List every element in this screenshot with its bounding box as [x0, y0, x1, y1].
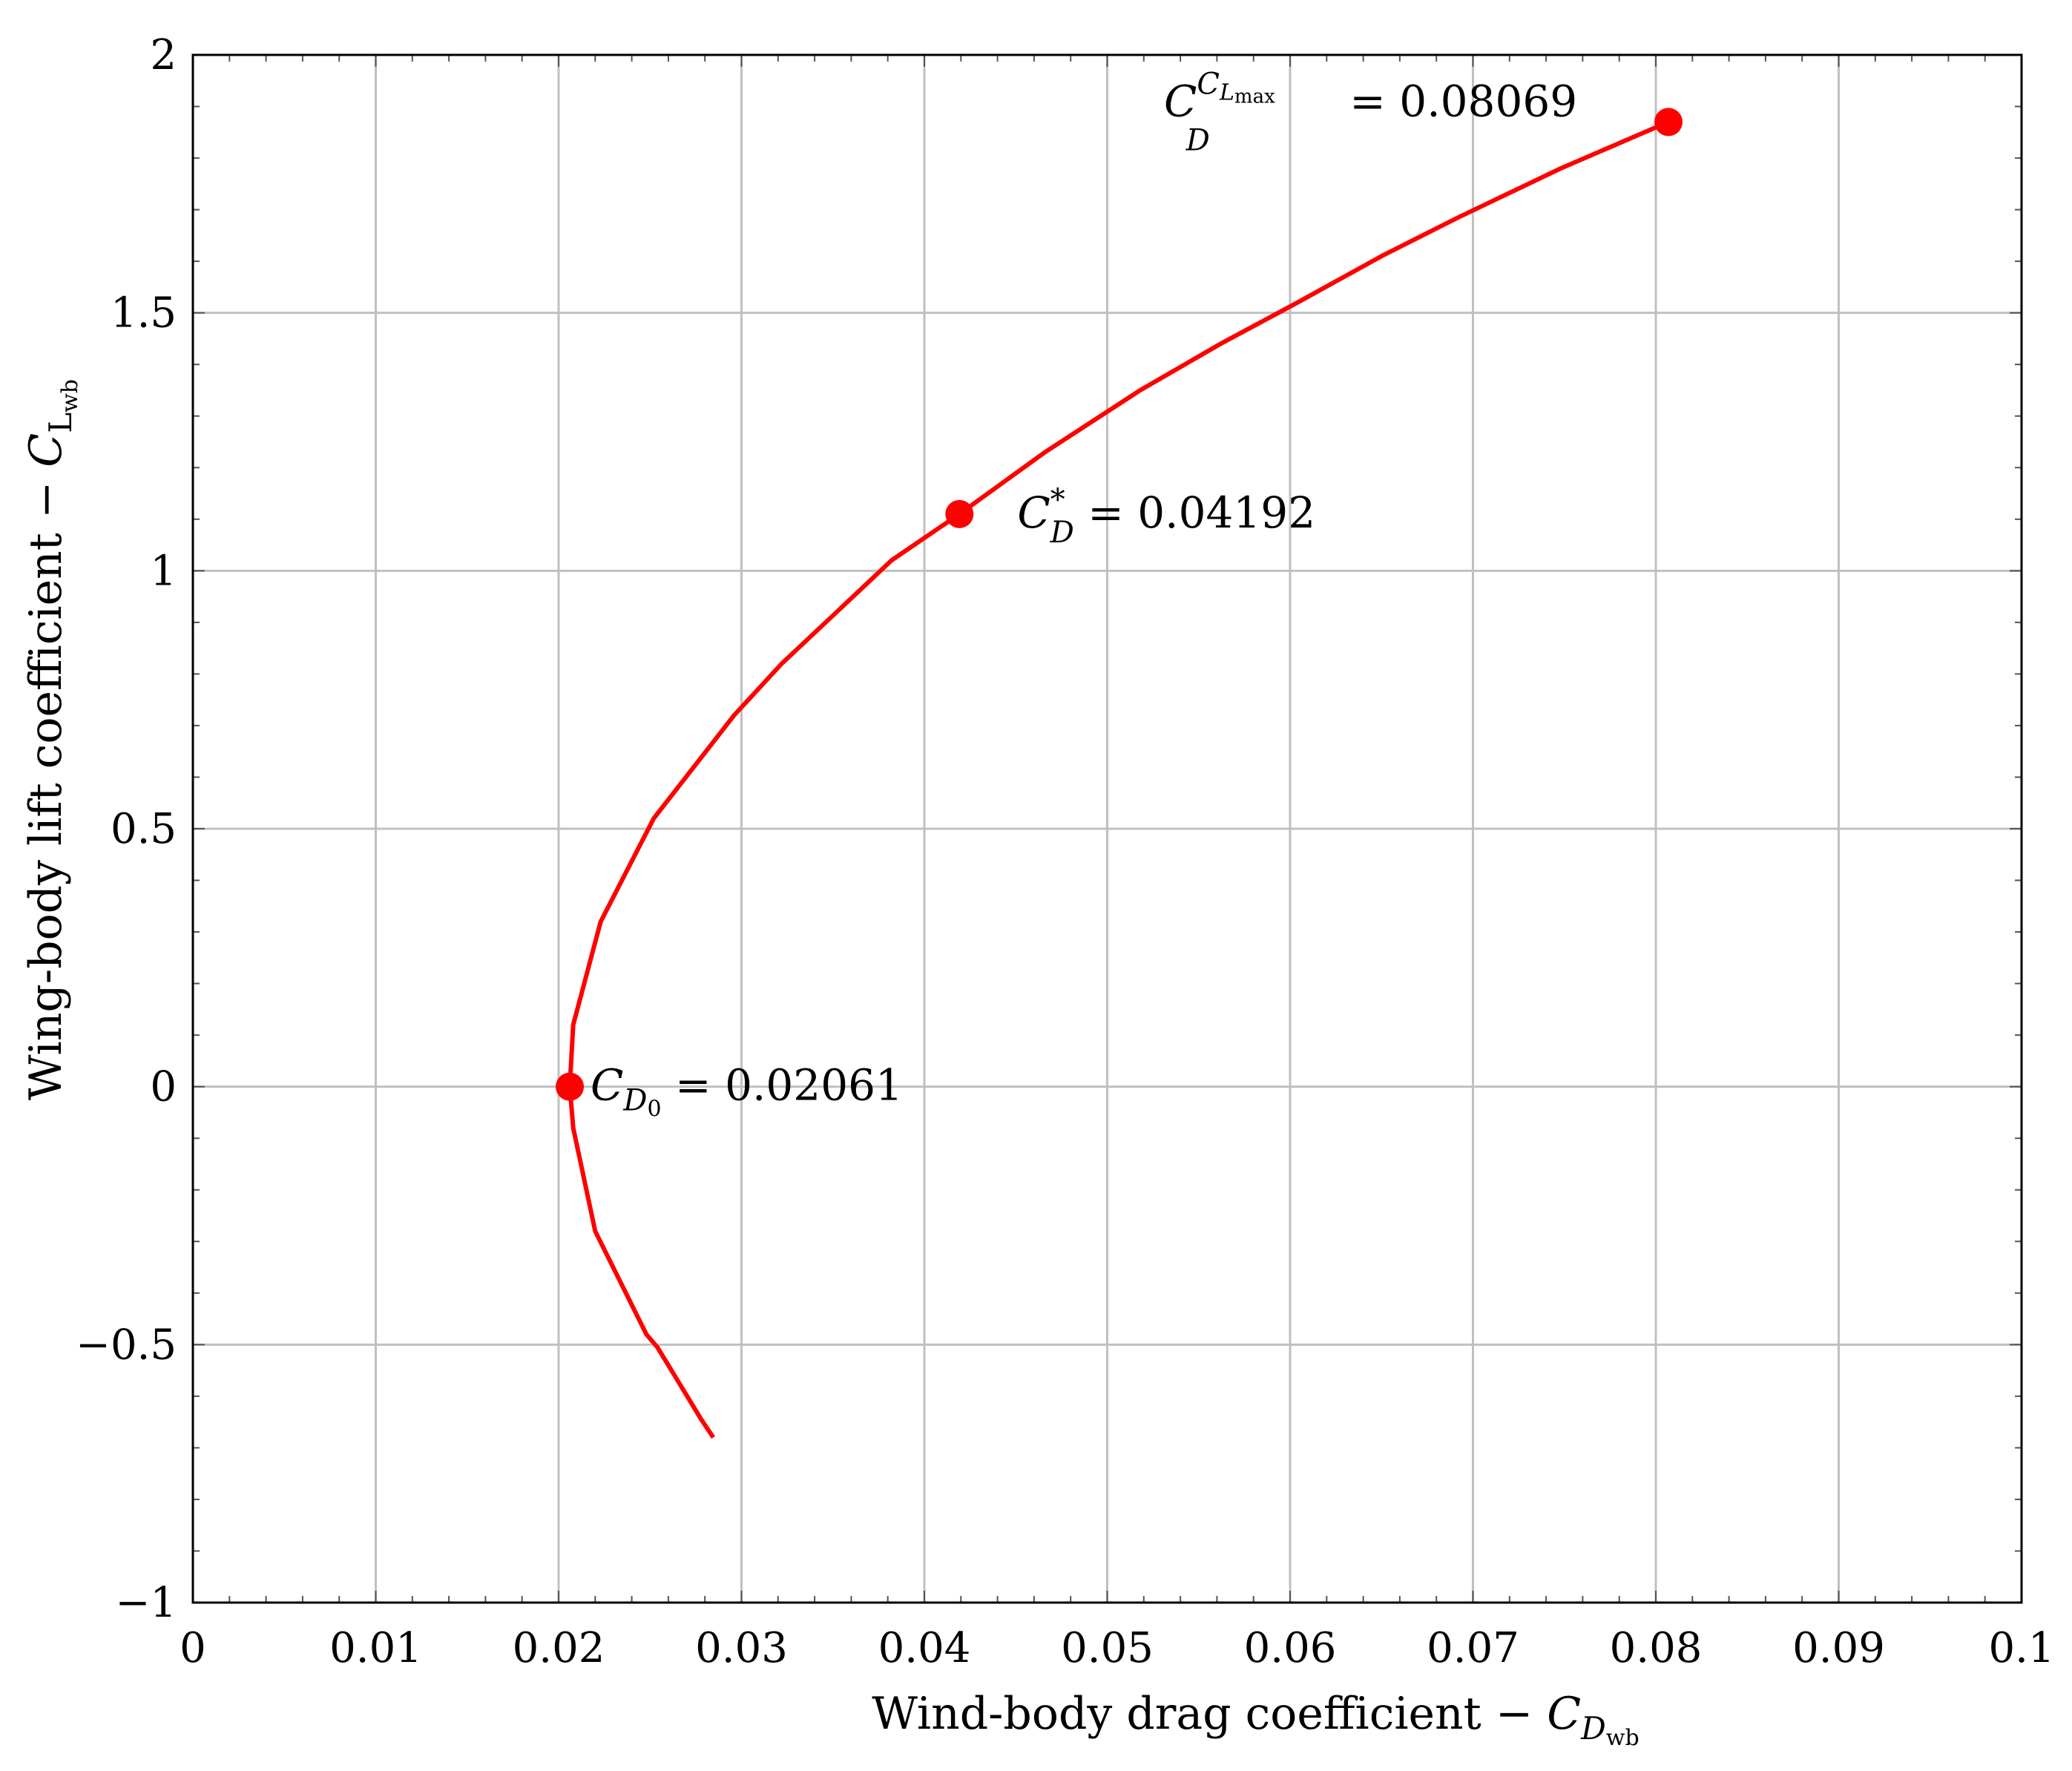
x-axis-title-sub: D [1580, 1710, 1606, 1747]
x-tick-label: 0.07 [1427, 1624, 1519, 1672]
annot-supsub: L [1219, 79, 1234, 105]
x-tick-label: 0 [180, 1624, 206, 1672]
x-tick-label: 0.04 [878, 1624, 971, 1672]
y-tick-labels: −1 −0.5 0 0.5 1 1.5 2 [76, 31, 177, 1627]
annot-sup: C [1197, 67, 1220, 101]
y-tick-label: 0 [150, 1063, 177, 1111]
y-axis-title: Wing-body lift coefficient − CLwb [20, 379, 83, 1100]
x-tick-label: 0.05 [1061, 1624, 1154, 1672]
y-tick-label: −0.5 [76, 1321, 177, 1369]
annot-symbol: C [591, 1060, 623, 1111]
x-tick-label: 0.08 [1610, 1624, 1703, 1672]
annot-value: = 0.04192 [1074, 487, 1315, 538]
x-tick-label: 0.01 [329, 1624, 422, 1672]
y-tick-label: −1 [115, 1579, 177, 1627]
x-axis-title-main: Wind-body drag coefficient [872, 1688, 1481, 1740]
x-tick-labels: 0 0.01 0.02 0.03 0.04 0.05 0.06 0.07 0.08 0.09 0.1 [180, 1624, 2054, 1672]
y-tick-label: 0.5 [111, 805, 177, 853]
annot-value: = 0.02061 [662, 1060, 903, 1111]
x-axis-title-symbol: C [1547, 1688, 1581, 1740]
x-axis-title-subsub: wb [1606, 1725, 1639, 1751]
point-annotation: CCLmax D = 0.08069 [1164, 67, 1577, 157]
y-axis-title-sub: L [42, 413, 79, 433]
annot-sub: D [1050, 516, 1074, 550]
annot-supsubsub: max [1234, 85, 1275, 108]
y-axis-title-symbol: C [20, 433, 72, 467]
point-annotation: CD0 = 0.02061 [591, 1060, 903, 1123]
annot-sub: D [1185, 123, 1210, 157]
annot-symbol: C [1017, 487, 1050, 538]
grid-lines [191, 53, 2023, 1604]
x-tick-label: 0.09 [1792, 1624, 1885, 1672]
highlight-point [945, 499, 974, 528]
annot-sup: * [1050, 483, 1065, 517]
point-annotation: C* D = 0.04192 [1017, 483, 1315, 550]
x-axis-title: Wind-body drag coefficient − CDwb [872, 1688, 1639, 1751]
x-tick-label: 0.1 [1988, 1624, 2054, 1672]
x-tick-label: 0.06 [1244, 1624, 1337, 1672]
y-axis-title-main: Wing-body lift coefficient [20, 533, 72, 1100]
annot-sub: D [622, 1084, 647, 1118]
y-tick-label: 1 [150, 547, 177, 595]
highlight-point [1654, 108, 1683, 137]
drag-polar-line [568, 119, 1670, 1439]
x-tick-label: 0.02 [513, 1624, 605, 1672]
annot-symbol: C [1164, 76, 1197, 126]
plot-frame [191, 53, 2023, 1604]
highlight-point [556, 1072, 585, 1101]
y-tick-label: 1.5 [111, 289, 177, 338]
y-tick-label: 2 [150, 31, 177, 79]
annot-subsub: 0 [648, 1097, 662, 1123]
annot-value: = 0.08069 [1336, 76, 1577, 126]
x-tick-label: 0.03 [695, 1624, 788, 1672]
y-axis-title-subsub: wb [57, 379, 83, 413]
